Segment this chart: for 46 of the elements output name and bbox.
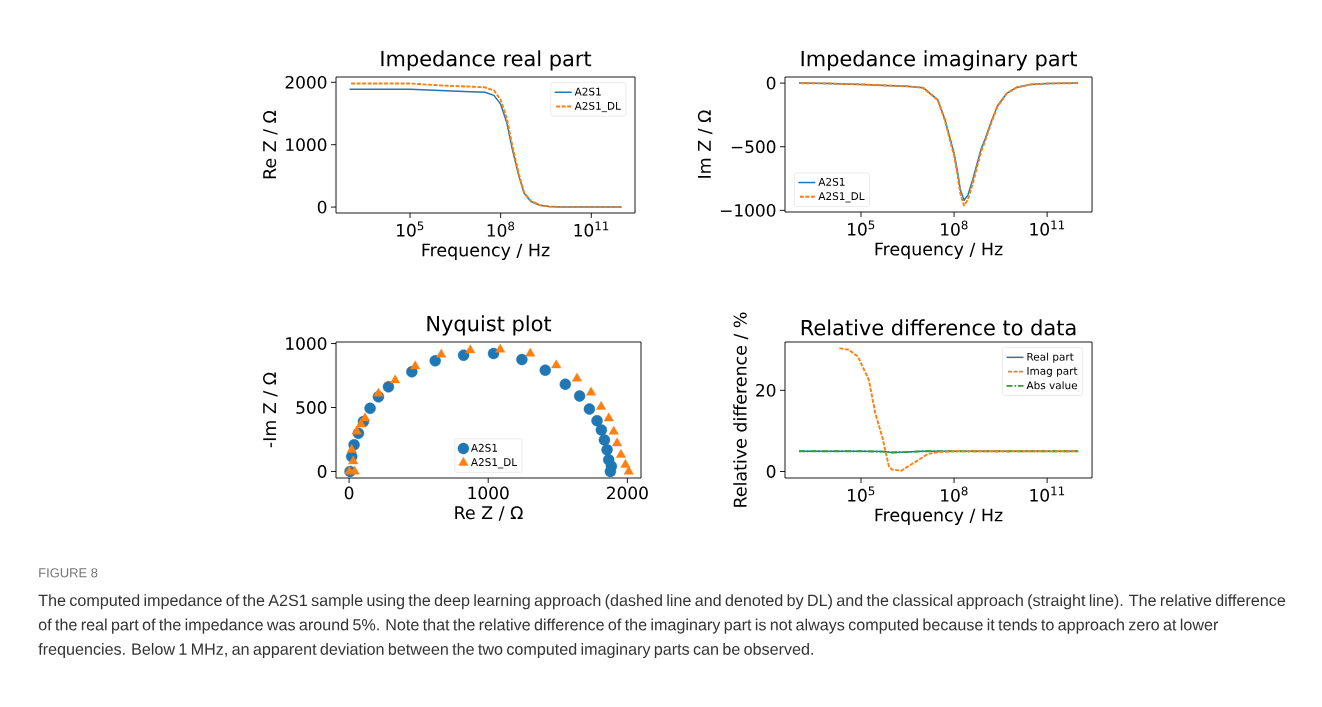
legend-label: A2S1_DL: [818, 192, 865, 203]
legend-label: A2S1: [574, 87, 601, 96]
caption: FIGURE 8: [39, 568, 98, 578]
y-tick-label: 0: [766, 76, 776, 90]
x-tick-label: 10$^{11}$: [1030, 486, 1065, 502]
y-tick-label: 0: [317, 465, 327, 478]
y-axis-title: Im Z / Ω: [697, 110, 713, 178]
x-tick-label: 10$^{8}$: [941, 220, 968, 236]
x-axis-title: Frequency / Hz: [422, 243, 550, 260]
x-tick-label: 10$^{5}$: [397, 221, 424, 237]
y-tick-label: 2000: [285, 75, 327, 89]
y-tick-label: 1000: [286, 138, 327, 152]
y-tick-label: −1000: [721, 203, 776, 217]
y-tick-label: 0: [317, 200, 327, 214]
y-tick-label: 1000: [286, 337, 327, 350]
chart-title: Impedance imaginary part: [801, 50, 1077, 71]
legend-label: A2S1_DL: [574, 101, 621, 113]
chart-title: Impedance real part: [381, 50, 592, 71]
x-tick-label: 0: [344, 486, 354, 500]
legend-label: A2S1: [470, 443, 498, 452]
x-tick-label: 10$^{11}$: [574, 221, 609, 237]
y-tick-label: 20: [756, 383, 776, 397]
x-tick-label: 10$^{11}$: [1030, 220, 1065, 236]
legend-label: Real part: [1027, 352, 1074, 363]
x-tick-label: 10$^{8}$: [941, 486, 968, 502]
y-tick-label: 0: [766, 465, 776, 478]
x-tick-label: 10$^{5}$: [848, 220, 875, 236]
legend-label: A2S1: [818, 177, 845, 186]
x-axis-title: Re Z / Ω: [455, 506, 523, 521]
x-axis-title: Frequency / Hz: [875, 242, 1003, 259]
text: The computed impedance of the A2S1 sample using the deep learning approach (dashed line and denoted by DL) and the classical approach (straight line). The relative difference of the real part of the impedance was around 5%. Note that the relative difference of the imaginary part is not always computed because it tends to approach zero at lower frequencies. Below 1 MHz, an apparent deviation between the two computed imaginary parts can be observed.: [38, 594, 1286, 659]
x-tick-label: 10$^{8}$: [487, 221, 515, 237]
y-axis-title: Relative difference / %: [733, 312, 749, 507]
y-axis-title: Re Z / Ω: [263, 110, 278, 179]
legend-label: Abs value: [1026, 381, 1078, 390]
x-tick-label: 10$^{5}$: [848, 486, 875, 502]
y-tick-label: 500: [296, 401, 327, 414]
chart-title: Nyquist plot: [427, 315, 552, 336]
x-tick-label: 1000: [468, 486, 509, 500]
legend-label: Imag part: [1027, 367, 1078, 377]
x-axis-title: Frequency / Hz: [875, 508, 1003, 525]
x-tick-label: 2000: [607, 486, 648, 500]
chart-title: Relative difference to data: [801, 319, 1076, 336]
y-tick-label: −500: [731, 140, 776, 154]
y-axis-title: -Im Z / Ω: [263, 372, 278, 448]
legend-label: A2S1_DL: [470, 458, 518, 469]
